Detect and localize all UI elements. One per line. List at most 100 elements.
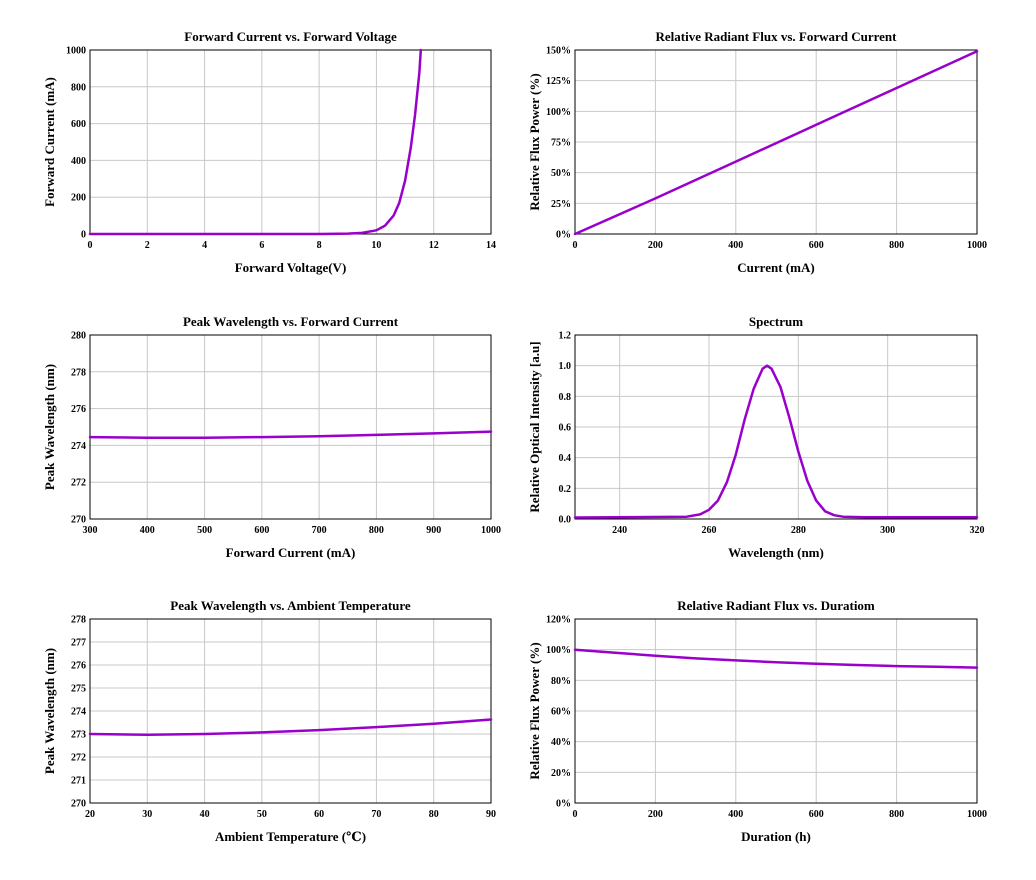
- x-tick-label: 280: [791, 525, 806, 536]
- x-tick-label: 800: [889, 809, 904, 820]
- y-axis-label: Relative Flux Power (%): [527, 642, 542, 779]
- x-tick-label: 800: [889, 240, 904, 251]
- y-tick-label: 0.2: [559, 484, 572, 495]
- x-tick-label: 600: [809, 809, 824, 820]
- y-tick-label: 271: [71, 776, 86, 787]
- y-tick-label: 270: [71, 799, 86, 810]
- chart-6: 0 200 400 600 800 1000 0% 20% 40% 60% 80% 100% 120% R…: [527, 598, 987, 844]
- x-tick-label: 80: [429, 809, 439, 820]
- y-tick-label: 278: [71, 367, 86, 378]
- chart-title: Relative Radiant Flux vs. Forward Curren…: [656, 29, 898, 44]
- y-tick-label: 272: [71, 478, 86, 489]
- x-tick-label: 10: [371, 240, 381, 251]
- x-tick-label: 400: [728, 240, 743, 251]
- chart-4: 240 260 280 300 320 0.0 0.2 0.4 0.6 0.8 1.0 1.2 Spec…: [527, 314, 985, 560]
- y-tick-label: 272: [71, 753, 86, 764]
- x-tick-label: 60: [314, 809, 324, 820]
- y-tick-label: 0%: [556, 799, 571, 810]
- x-tick-label: 400: [140, 525, 155, 536]
- y-tick-label: 0%: [556, 230, 571, 241]
- chart-title: Peak Wavelength vs. Ambient Temperature: [170, 598, 411, 613]
- plot-frame: [89, 618, 492, 804]
- y-tick-label: 276: [71, 661, 86, 672]
- x-tick-label: 700: [312, 525, 327, 536]
- series-line: [573, 364, 979, 519]
- x-tick-label: 30: [142, 809, 152, 820]
- x-tick-label: 500: [197, 525, 212, 536]
- y-tick-label: 20%: [551, 768, 571, 779]
- series-line: [88, 48, 423, 236]
- x-tick-label: 600: [254, 525, 269, 536]
- y-tick-label: 0.4: [559, 453, 572, 464]
- x-tick-label: 600: [809, 240, 824, 251]
- x-axis-label: Duration (h): [741, 829, 811, 844]
- y-tick-label: 1000: [66, 46, 86, 57]
- x-tick-label: 0: [88, 240, 93, 251]
- y-tick-label: 75%: [551, 138, 571, 149]
- y-tick-label: 274: [71, 441, 86, 452]
- x-tick-label: 1000: [967, 809, 987, 820]
- y-tick-label: 1.2: [559, 331, 572, 342]
- x-axis-label: Forward Current (mA): [226, 545, 356, 560]
- x-tick-label: 8: [317, 240, 322, 251]
- chart-3: 300 400 500 600 700 800 900 1000 270 272 274 276 278…: [42, 314, 501, 560]
- y-tick-label: 275: [71, 684, 86, 695]
- y-tick-label: 273: [71, 730, 86, 741]
- series-line: [573, 648, 979, 669]
- chart-title: Spectrum: [749, 314, 803, 329]
- series-line: [573, 49, 979, 236]
- x-tick-label: 1000: [967, 240, 987, 251]
- y-tick-label: 1.0: [559, 361, 572, 372]
- plot-frame: [574, 49, 978, 235]
- x-tick-label: 300: [880, 525, 895, 536]
- chart-1: 0 2 4 6 8 10 12 14 0 200 400 600 800 1000 Forward Curr…: [42, 29, 496, 275]
- x-tick-label: 0: [573, 240, 578, 251]
- y-axis-label: Relative Optical Intensity [a.u]: [527, 341, 542, 512]
- x-tick-label: 50: [257, 809, 267, 820]
- y-tick-label: 80%: [551, 676, 571, 687]
- y-tick-label: 100%: [546, 107, 571, 118]
- chart-2: 0 200 400 600 800 1000 0% 25% 50% 75% 100% 125% 150%…: [527, 29, 987, 275]
- x-tick-label: 1000: [481, 525, 501, 536]
- x-tick-label: 20: [85, 809, 95, 820]
- y-tick-label: 40%: [551, 737, 571, 748]
- y-tick-label: 0: [81, 230, 86, 241]
- series-line: [88, 718, 493, 736]
- y-tick-label: 277: [71, 638, 86, 649]
- x-axis-label: Forward Voltage(V): [235, 260, 347, 275]
- x-tick-label: 320: [970, 525, 985, 536]
- plot-frame: [89, 49, 492, 235]
- y-tick-label: 150%: [546, 46, 571, 57]
- x-axis-label: Ambient Temperature (℃): [215, 829, 366, 844]
- y-tick-label: 400: [71, 156, 86, 167]
- x-tick-label: 40: [200, 809, 210, 820]
- y-tick-label: 50%: [551, 168, 571, 179]
- y-axis-label: Peak Wavelength (nm): [42, 648, 57, 774]
- y-tick-label: 25%: [551, 199, 571, 210]
- x-tick-label: 14: [486, 240, 496, 251]
- y-tick-label: 274: [71, 707, 86, 718]
- chart-title: Relative Radiant Flux vs. Duratiom: [677, 598, 875, 613]
- x-tick-label: 800: [369, 525, 384, 536]
- plot-frame: [89, 334, 492, 520]
- x-tick-label: 200: [648, 809, 663, 820]
- y-tick-label: 0.8: [559, 392, 572, 403]
- y-tick-label: 0.0: [559, 515, 572, 526]
- y-tick-label: 280: [71, 331, 86, 342]
- y-tick-label: 270: [71, 515, 86, 526]
- x-tick-label: 6: [259, 240, 264, 251]
- y-tick-label: 200: [71, 193, 86, 204]
- y-tick-label: 100%: [546, 645, 571, 656]
- x-tick-label: 240: [612, 525, 627, 536]
- x-tick-label: 260: [702, 525, 717, 536]
- x-tick-label: 400: [728, 809, 743, 820]
- y-tick-label: 276: [71, 404, 86, 415]
- x-tick-label: 12: [429, 240, 439, 251]
- plot-frame: [574, 618, 978, 804]
- series-line: [88, 430, 493, 439]
- chart-title: Peak Wavelength vs. Forward Current: [183, 314, 399, 329]
- y-tick-label: 125%: [546, 76, 571, 87]
- x-tick-label: 200: [648, 240, 663, 251]
- y-axis-label: Forward Current (mA): [42, 77, 57, 207]
- y-axis-label: Peak Wavelength (nm): [42, 364, 57, 490]
